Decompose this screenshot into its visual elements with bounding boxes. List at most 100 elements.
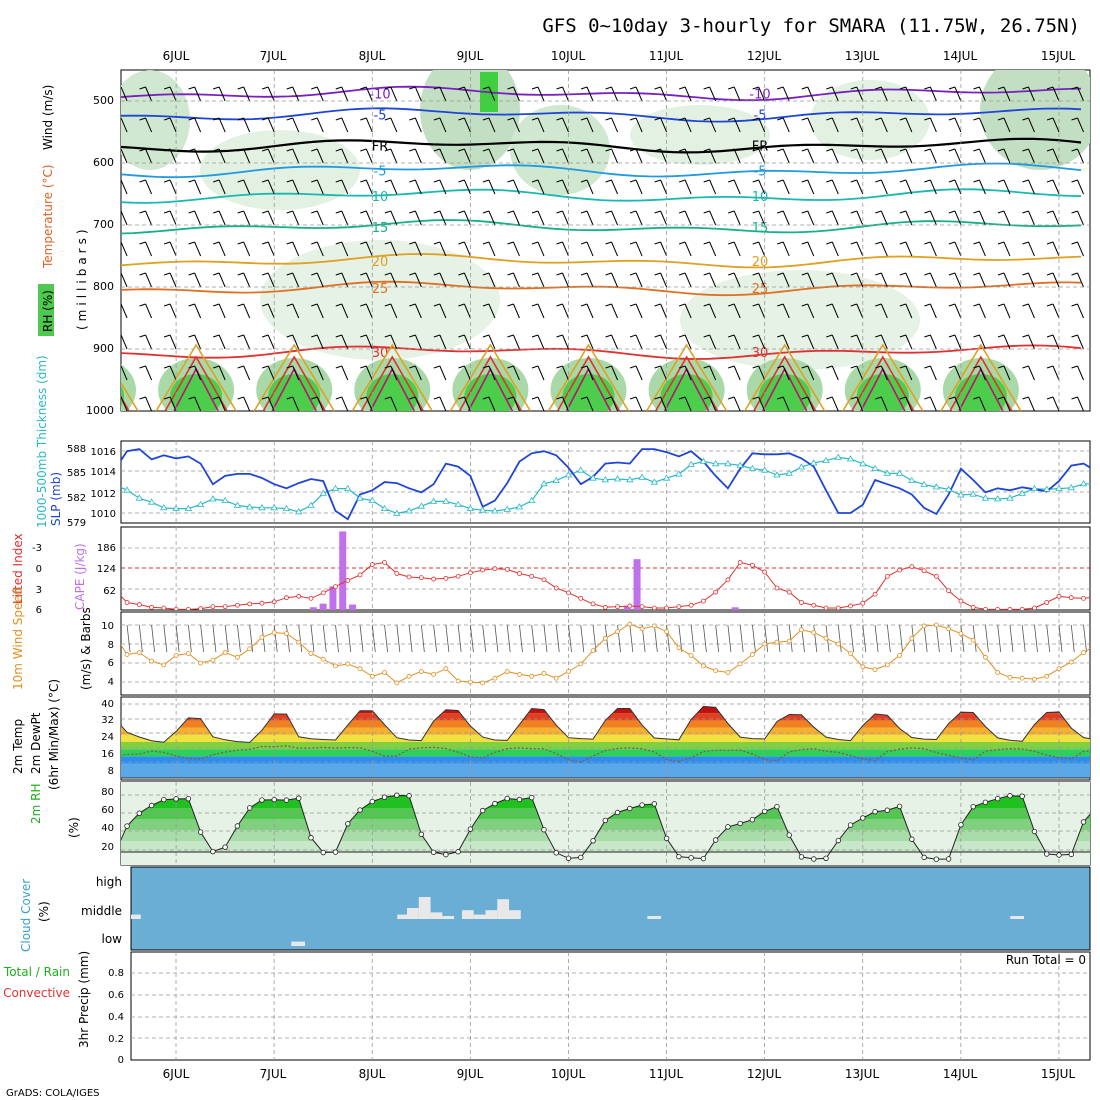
contour-label: 15 (372, 221, 389, 236)
wind-barb (163, 396, 171, 400)
cloud-unit-label: (%) (37, 901, 51, 922)
wind-barb (653, 624, 658, 653)
data-point (259, 797, 265, 803)
wind-barb (365, 86, 373, 102)
cape-bar (731, 607, 739, 610)
wind-barb (537, 179, 545, 195)
x-tick-label: 11JUL (649, 49, 684, 63)
wind-barb (929, 303, 937, 319)
wind-barb (924, 179, 931, 183)
wind-barb (286, 117, 293, 121)
data-point (1068, 595, 1074, 601)
wind-barb (856, 117, 864, 133)
wind-barb (556, 396, 563, 400)
wind-barb (433, 117, 441, 121)
wind-barb (414, 334, 422, 350)
wind-barb (807, 396, 815, 411)
data-point (884, 573, 890, 579)
data-point (282, 504, 291, 511)
wind-barb (556, 241, 563, 245)
data-point (799, 627, 804, 633)
data-point (443, 575, 449, 581)
data-point (639, 626, 645, 632)
wind-barb (562, 396, 569, 411)
wind-barb (396, 624, 401, 653)
wind-barb (188, 86, 195, 90)
data-point (197, 829, 204, 835)
wind-barb (409, 334, 416, 338)
wind-barb (777, 334, 784, 338)
wind-barb (335, 396, 342, 400)
temperature-contour (121, 137, 1082, 154)
data-point (957, 491, 965, 498)
wind-barb (360, 303, 367, 307)
wind-barb (262, 179, 269, 183)
wind-barb (684, 86, 692, 102)
wind-barb (678, 365, 686, 369)
wind-barb (169, 210, 177, 226)
wind-barb (629, 396, 637, 400)
wind-barb (562, 272, 569, 288)
wind-barb (556, 210, 563, 214)
wind-barb (121, 303, 122, 305)
wind-barb (506, 624, 511, 653)
y-tick-label: -3 (32, 543, 42, 554)
wind-barb (311, 179, 318, 183)
data-point (284, 595, 289, 601)
x-tick-label: 9JUL (457, 1067, 484, 1081)
wind-barb (856, 396, 864, 411)
wind-barb (531, 624, 536, 653)
wind-barb (978, 303, 986, 319)
y-tick-label: 1016 (91, 447, 116, 458)
data-point (357, 572, 363, 578)
wind-barb (948, 210, 956, 214)
wind-barb (286, 272, 293, 276)
wind-barb (145, 272, 153, 288)
rh-shade (810, 80, 930, 160)
wind-barb (512, 303, 520, 319)
wind-barb (433, 365, 441, 369)
data-point (480, 567, 486, 573)
data-point (1056, 593, 1062, 599)
temperature-contour (253, 343, 335, 411)
data-point (614, 809, 621, 816)
wind-barb (488, 303, 496, 319)
wind-barb (826, 86, 833, 90)
wind-barb (537, 86, 545, 102)
data-point (883, 469, 892, 476)
data-point (823, 855, 829, 861)
rh-shade (121, 364, 136, 411)
wind-barb (586, 334, 594, 350)
wind-barb (586, 241, 594, 257)
wind-barb (954, 365, 962, 381)
wind-barb (629, 148, 637, 152)
wind-barb (384, 179, 391, 183)
wind-barb (439, 210, 447, 226)
wind-barb (463, 179, 471, 195)
wind-barb (512, 272, 520, 288)
data-point (345, 661, 351, 667)
wind-barb (997, 86, 1005, 90)
data-point (664, 629, 669, 635)
wind-barb (1052, 241, 1060, 257)
wind-barb (292, 117, 300, 133)
y-tick-label: 6 (108, 658, 114, 669)
wind-barb (801, 396, 808, 400)
wind-barb (850, 334, 857, 338)
wind-barb (439, 179, 447, 195)
wind-barb (929, 396, 937, 411)
contour-label: 10 (752, 190, 769, 205)
wind-barb (758, 86, 766, 102)
data-point (124, 652, 130, 657)
wind-barb (512, 365, 520, 381)
data-point (454, 500, 462, 507)
temperature-contour (949, 355, 1013, 411)
wind-barb (243, 117, 251, 133)
wind-barb (218, 365, 226, 381)
wind-barb (212, 334, 220, 338)
series-line (121, 705, 1090, 779)
wind-barb (507, 117, 514, 121)
wind-barb (139, 148, 146, 152)
wind-barb (286, 241, 293, 245)
wind-barb (212, 241, 220, 245)
